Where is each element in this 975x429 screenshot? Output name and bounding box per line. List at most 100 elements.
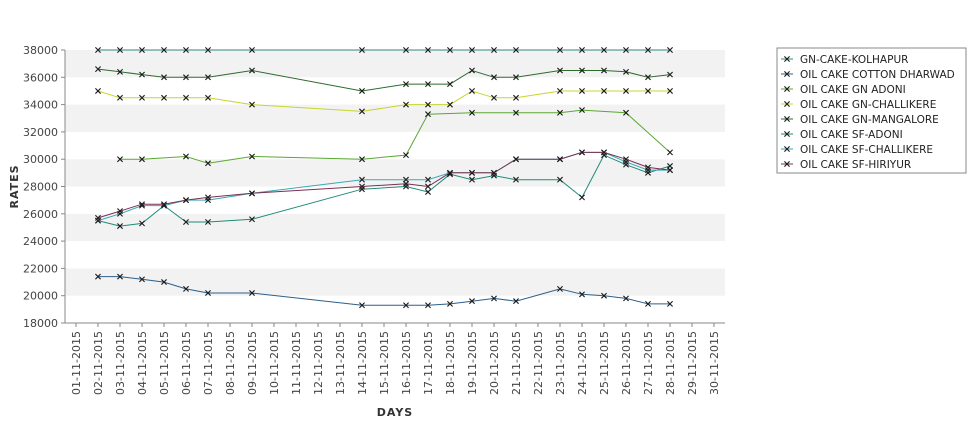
data-point-marker [601,67,607,74]
data-point-marker [403,180,409,187]
data-point-marker [425,188,431,195]
data-point-marker [249,47,255,53]
data-point-marker [513,109,519,116]
data-point-marker [601,292,607,299]
data-point-marker [447,169,453,176]
data-point-marker [557,109,563,116]
legend-label: OIL CAKE GN-CHALLIKERE [800,99,936,111]
legend-label: GN-CAKE-KOLHAPUR [800,54,908,66]
grid-band [65,268,725,296]
grid-band [65,241,725,269]
data-point-marker [359,302,365,309]
series-group [95,149,673,221]
data-point-marker [579,67,585,74]
legend-marker [784,71,790,77]
x-tick-label: 24-11-2015 [576,331,589,395]
x-tick-label: 18-11-2015 [444,331,457,395]
series-line [97,154,671,227]
data-point-marker [205,219,211,225]
data-point-marker [425,81,431,88]
grid-band [65,131,725,160]
data-point-marker [403,152,409,159]
data-point-marker [447,47,453,53]
legend-label: OIL CAKE GN-MANGALORE [800,114,939,126]
data-point-marker [579,47,585,53]
data-point-marker [491,74,497,81]
legend-marker [784,56,790,62]
data-point-marker [183,153,189,160]
legend: GN-CAKE-KOLHAPUR OIL CAKE COTTON DHARWAD O… [776,47,967,174]
data-point-marker [95,214,101,221]
data-point-marker [513,47,519,53]
x-tick-label: 06-11-2015 [180,331,193,395]
x-tick-label: 21-11-2015 [510,331,523,395]
data-point-marker [359,156,365,163]
x-tick-label: 10-11-2015 [268,331,281,395]
x-tick-label: 20-11-2015 [488,331,501,395]
x-tick-label: 07-11-2015 [202,331,215,395]
data-point-marker [623,47,629,53]
data-point-marker [513,94,519,101]
y-axis-ticks: 18000 20000 22000 24000 26000 28000 30000 32000… [23,44,65,330]
data-point-marker [117,47,123,53]
data-point-marker [205,160,211,167]
legend-marker [784,146,790,152]
data-point-marker [513,298,519,305]
data-point-marker [667,47,673,53]
x-tick-label: 27-11-2015 [642,331,655,395]
data-point-marker [601,149,607,156]
x-tick-label: 22-11-2015 [532,331,545,395]
data-point-marker [579,291,585,298]
series-group [117,107,673,167]
x-tick-label: 02-11-2015 [92,331,105,395]
data-point-marker [645,47,651,53]
data-point-marker [403,302,409,309]
data-point-marker [249,67,255,74]
data-point-marker [557,87,563,94]
series-group [95,66,673,94]
data-point-marker [95,87,101,94]
x-tick-label: 01-11-2015 [70,331,83,395]
data-point-marker [667,149,673,156]
data-point-marker [425,47,431,53]
data-point-marker [139,156,145,163]
x-axis-ticks: 01-11-2015 02-11-2015 03-11-2015 04-11-2015… [70,323,721,395]
x-tick-label: 08-11-2015 [224,331,237,395]
data-point-marker [249,101,255,108]
data-point-marker [425,101,431,108]
legend-marker [784,86,790,92]
x-tick-label: 23-11-2015 [554,331,567,395]
data-point-marker [513,156,519,163]
data-point-marker [579,149,585,156]
data-point-marker [205,47,211,53]
data-point-marker [205,74,211,81]
series-group [95,47,673,53]
data-point-marker [205,194,211,201]
x-tick-label: 29-11-2015 [686,331,699,395]
x-tick-label: 04-11-2015 [136,331,149,395]
data-point-marker [645,164,651,171]
data-point-marker [513,74,519,81]
data-point-marker [161,94,167,101]
series-group [95,87,673,115]
x-tick-label: 15-11-2015 [378,331,391,395]
data-point-marker [557,176,563,183]
y-tick-label: 34000 [23,99,58,112]
legend-label: OIL CAKE SF-ADONI [800,129,903,141]
data-point-marker [249,190,255,197]
data-point-marker [425,176,431,183]
data-point-marker [139,276,145,283]
y-tick-label: 20000 [23,290,58,303]
x-tick-label: 26-11-2015 [620,331,633,395]
data-point-marker [557,285,563,292]
legend-label: OIL CAKE SF-HIRIYUR [800,159,911,171]
y-tick-label: 32000 [23,126,58,139]
grid-band [65,295,725,323]
data-point-marker [117,223,123,230]
data-point-marker [491,169,497,176]
x-tick-label: 25-11-2015 [598,331,611,395]
data-point-marker [469,47,475,53]
data-point-marker [117,208,123,215]
grid-band [65,186,725,214]
data-point-marker [249,153,255,160]
